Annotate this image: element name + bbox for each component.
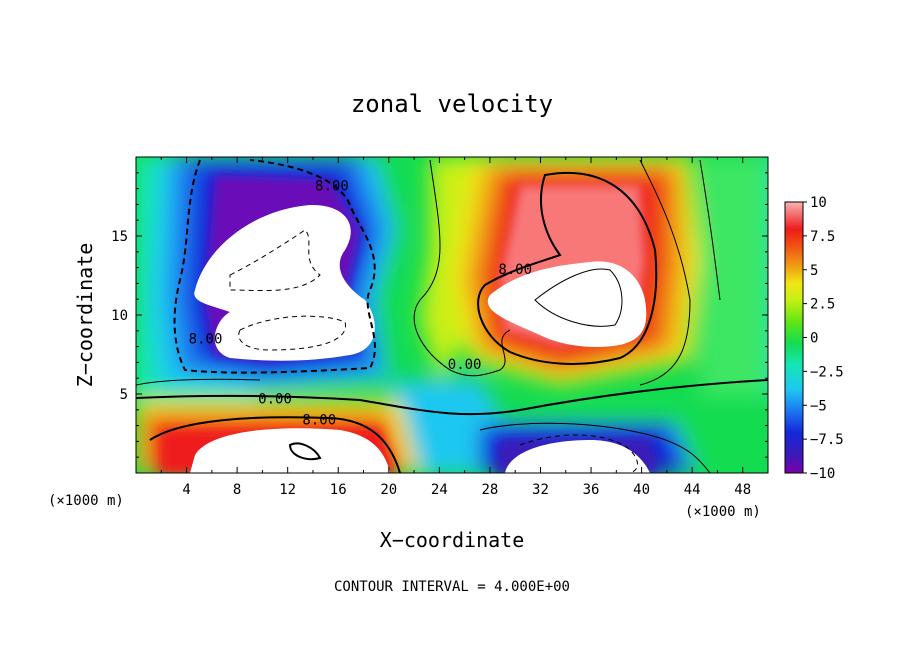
y-tick-label: 10 xyxy=(111,308,128,324)
colorbar-tick-label: 10 xyxy=(810,195,827,211)
colorbar-tick-label: −10 xyxy=(810,466,835,482)
x-tick-label: 8 xyxy=(233,482,241,498)
colorbar-tick-label: 2.5 xyxy=(810,297,835,313)
contour-label: 8.00 xyxy=(315,178,349,194)
x-tick-label: 32 xyxy=(532,482,549,498)
chart-title: zonal velocity xyxy=(351,90,553,118)
contour-lines xyxy=(136,159,768,473)
x-axis-title: X−coordinate xyxy=(380,528,525,552)
contour-label: 0.00 xyxy=(448,357,482,373)
colorbar-tick-label: 7.5 xyxy=(810,229,835,245)
x-unit-right: (×1000 m) xyxy=(685,504,761,520)
x-tick-label: 20 xyxy=(380,482,397,498)
colorbar-tick-label: −5 xyxy=(810,398,827,414)
x-unit-left: (×1000 m) xyxy=(48,493,124,509)
y-axis: 5 10 15 xyxy=(111,172,768,458)
contour-label: 8.00 xyxy=(498,262,532,278)
colorbar xyxy=(784,201,804,474)
x-tick-label: 36 xyxy=(583,482,600,498)
x-tick-label: 12 xyxy=(279,482,296,498)
colorbar-ticks: 10 7.5 5 2.5 0 −2.5 −5 −7.5 −10 xyxy=(803,195,844,482)
x-tick-label: 44 xyxy=(684,482,701,498)
colorbar-tick-label: 0 xyxy=(810,331,818,347)
heatmap-field xyxy=(136,157,768,473)
y-axis-title: Z−coordinate xyxy=(73,243,97,388)
x-tick-label: 28 xyxy=(481,482,498,498)
contour-label: 0.00 xyxy=(258,392,292,408)
colorbar-tick-label: −2.5 xyxy=(810,364,844,380)
contour-interval-note: CONTOUR INTERVAL = 4.000E+00 xyxy=(334,579,570,595)
x-tick-label: 16 xyxy=(330,482,347,498)
contour-labels: 8.00 8.00 8.00 0.00 0.00 8.00 xyxy=(189,178,532,428)
x-tick-label: 48 xyxy=(734,482,751,498)
x-tick-label: 24 xyxy=(431,482,448,498)
y-tick-label: 5 xyxy=(120,387,128,403)
y-tick-label: 15 xyxy=(111,229,128,245)
x-axis: 4 8 12 16 20 24 28 32 36 40 44 48 xyxy=(160,157,751,498)
contour-label: 8.00 xyxy=(189,332,223,348)
x-tick-label: 40 xyxy=(633,482,650,498)
colorbar-tick-label: −7.5 xyxy=(810,432,844,448)
x-tick-label: 4 xyxy=(182,482,190,498)
contour-label: 8.00 xyxy=(302,412,336,428)
colorbar-tick-label: 5 xyxy=(810,263,818,279)
